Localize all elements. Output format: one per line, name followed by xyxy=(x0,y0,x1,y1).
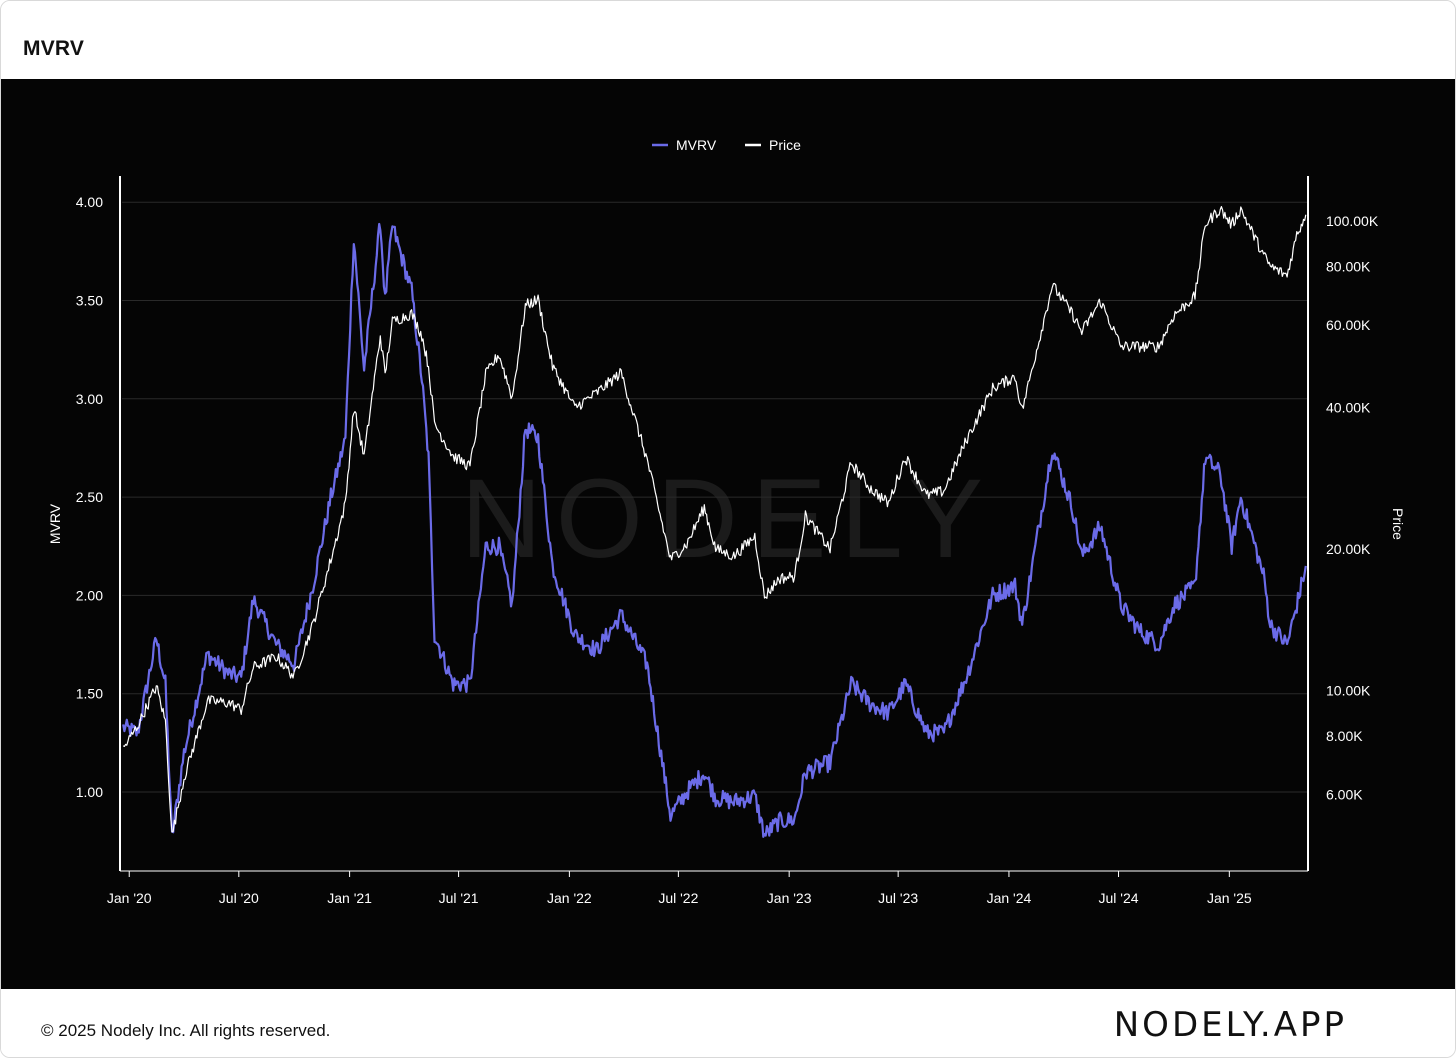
x-tick-label: Jul '23 xyxy=(878,890,918,906)
card-footer: © 2025 Nodely Inc. All rights reserved. … xyxy=(1,989,1455,1057)
y-left-tick-label: 1.00 xyxy=(76,784,103,800)
x-tick-label: Jul '20 xyxy=(219,890,259,906)
y-axis-label-left: MVRV xyxy=(47,503,63,544)
legend-item-label[interactable]: MVRV xyxy=(676,137,717,153)
y-right-tick-label: 8.00K xyxy=(1326,728,1363,744)
y-right-tick-label: 20.00K xyxy=(1326,541,1371,557)
copyright-text: © 2025 Nodely Inc. All rights reserved. xyxy=(41,1021,331,1040)
gridlines xyxy=(122,201,1307,793)
y-right-tick-label: 60.00K xyxy=(1326,317,1371,333)
x-tick-label: Jan '24 xyxy=(987,890,1032,906)
legend-item-label[interactable]: Price xyxy=(769,137,801,153)
y-left-tick-label: 3.50 xyxy=(76,293,103,309)
y-right-tick-label: 40.00K xyxy=(1326,400,1371,416)
axes: 1.00 1.50 2.00 2.50 3.00 3.50 4.00 6.00K 8.00K 10… xyxy=(76,176,1379,906)
y-right-tick-label: 80.00K xyxy=(1326,258,1371,274)
series-line-price xyxy=(122,206,1307,833)
card-header: MVRV xyxy=(1,1,1455,79)
y-left-tick-label: 2.50 xyxy=(76,489,103,505)
x-tick-label: Jan '20 xyxy=(107,890,152,906)
y-left-tick-label: 1.50 xyxy=(76,686,103,702)
y-right-tick-label: 10.00K xyxy=(1326,682,1371,698)
series-layer xyxy=(122,206,1307,838)
y-axis-label-right: Price xyxy=(1390,508,1406,540)
watermark: NODELY xyxy=(461,456,997,581)
y-left-tick-label: 2.00 xyxy=(76,587,103,603)
y-left-tick-label: 4.00 xyxy=(76,194,103,210)
y-left-tick-label: 3.00 xyxy=(76,391,103,407)
x-tick-label: Jul '22 xyxy=(658,890,698,906)
x-tick-label: Jul '21 xyxy=(439,890,479,906)
x-tick-label: Jan '25 xyxy=(1207,890,1252,906)
x-tick-label: Jan '23 xyxy=(767,890,812,906)
legend[interactable]: MVRV Price xyxy=(652,137,801,153)
y-right-tick-label: 6.00K xyxy=(1326,786,1363,802)
series-line-mvrv xyxy=(122,222,1307,838)
y-right-tick-label: 100.00K xyxy=(1326,213,1379,229)
x-tick-label: Jan '21 xyxy=(327,890,372,906)
chart-panel: NODELY 1.00 1.50 2.00 2.50 3.00 3.50 4.00 6.00K… xyxy=(1,79,1455,989)
x-tick-label: Jan '22 xyxy=(547,890,592,906)
x-tick-label: Jul '24 xyxy=(1099,890,1139,906)
page-title: MVRV xyxy=(23,37,85,60)
brand-logo[interactable]: NODELY.APP xyxy=(1113,1005,1347,1045)
mvrv-price-chart: NODELY 1.00 1.50 2.00 2.50 3.00 3.50 4.00 6.00K… xyxy=(47,137,1406,906)
